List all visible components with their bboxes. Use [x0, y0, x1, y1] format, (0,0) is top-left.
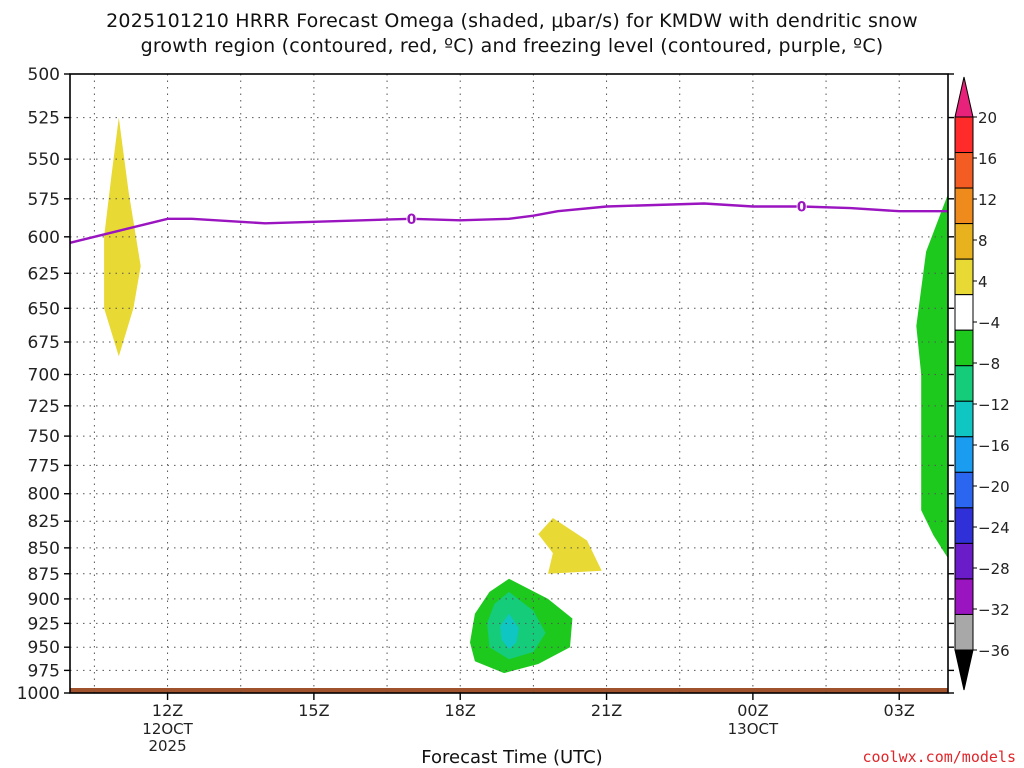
- x-tick-sublabel-12Z-1: 2025: [148, 737, 186, 755]
- plot-frame: [69, 73, 949, 694]
- colorbar-bottom-arrow: [954, 649, 974, 691]
- omega-region-4: [500, 613, 519, 650]
- colorbar-band-2: [954, 187, 974, 225]
- colorbar-label-12: −32: [978, 601, 1010, 619]
- plot-border: [69, 73, 949, 694]
- colorbar-label-3: 8: [978, 232, 988, 250]
- colorbar-band-14: [954, 613, 974, 651]
- colorbar-label-10: −24: [978, 519, 1010, 537]
- colorbar-band-10: [954, 471, 974, 509]
- y-tick-label-625: 625: [28, 264, 60, 284]
- omega-shaded-regions: [70, 117, 948, 693]
- colorbar-top-arrow: [954, 76, 974, 118]
- colorbar-band-0: [954, 116, 974, 154]
- y-tick-label-700: 700: [28, 365, 60, 385]
- y-axis-ticks: 500 525 550 575 600 625 650 675 700 725 750 775 800 8…: [17, 65, 954, 704]
- chart-title-line-2: growth region (contoured, red, ºC) and f…: [140, 35, 884, 57]
- y-tick-label-825: 825: [28, 512, 60, 532]
- y-tick-label-650: 650: [28, 299, 60, 319]
- freezing-level-line: [69, 202, 948, 244]
- colorbar-label-11: −28: [978, 560, 1010, 578]
- credit-text: coolwx.com/models: [862, 748, 1016, 766]
- x-axis-label: Forecast Time (UTC): [421, 747, 603, 768]
- colorbar-band-3: [954, 223, 974, 260]
- colorbar-label-8: −16: [978, 437, 1010, 455]
- y-tick-label-975: 975: [28, 661, 60, 681]
- y-tick-label-750: 750: [28, 427, 60, 447]
- x-tick-label-00Z: 00Z: [737, 701, 768, 720]
- y-tick-label-725: 725: [28, 397, 60, 417]
- colorbar-band-13: [954, 578, 974, 615]
- y-tick-label-950: 950: [28, 638, 60, 658]
- y-tick-label-900: 900: [28, 590, 60, 610]
- x-tick-sublabel-00Z-0: 13OCT: [728, 720, 779, 738]
- colorbar-label-9: −20: [978, 478, 1010, 496]
- colorbar-band-1: [954, 152, 974, 189]
- freezing-label-bg-1: [796, 198, 807, 215]
- colorbar-label-7: −12: [978, 396, 1010, 414]
- colorbar-band-8: [954, 400, 974, 438]
- colorbar-label-4: 4: [978, 273, 988, 291]
- colorbar-band-11: [954, 507, 974, 544]
- x-tick-label-12Z: 12Z: [152, 701, 183, 720]
- colorbar-band-12: [954, 542, 974, 580]
- omega-region-1: [538, 518, 602, 574]
- y-tick-label-525: 525: [28, 109, 60, 129]
- omega-region-5: [916, 194, 948, 559]
- y-tick-label-550: 550: [28, 150, 60, 170]
- x-tick-sublabel-12Z-0: 12OCT: [142, 720, 193, 738]
- x-tick-label-03Z: 03Z: [884, 701, 915, 720]
- colorbar-band-5: [954, 294, 974, 331]
- y-tick-label-675: 675: [28, 333, 60, 353]
- colorbar-band-9: [954, 436, 974, 473]
- y-tick-label-1000: 1000: [17, 684, 60, 704]
- colorbar-label-6: −8: [978, 355, 1000, 373]
- freezing-label-1: 0: [797, 200, 807, 216]
- freezing-level-contour: 00: [69, 198, 948, 244]
- y-tick-label-600: 600: [28, 228, 60, 248]
- chart-title-line-1: 2025101210 HRRR Forecast Omega (shaded, …: [106, 10, 918, 32]
- freezing-label-0: 0: [407, 212, 417, 228]
- x-tick-label-18Z: 18Z: [445, 701, 476, 720]
- x-tick-label-15Z: 15Z: [298, 701, 329, 720]
- y-tick-label-775: 775: [28, 456, 60, 476]
- colorbar: 20 16 12 8 4 −4 −8 −12 −16 −20 −24 −28 −32 −36: [954, 76, 1010, 691]
- freezing-label-bg-0: [406, 210, 417, 227]
- colorbar-band-7: [954, 365, 974, 402]
- colorbar-label-0: 20: [978, 109, 997, 127]
- y-tick-label-850: 850: [28, 539, 60, 559]
- y-tick-label-500: 500: [28, 65, 60, 85]
- y-tick-label-925: 925: [28, 614, 60, 634]
- y-tick-label-575: 575: [28, 190, 60, 210]
- colorbar-label-2: 12: [978, 191, 997, 209]
- colorbar-label-13: −36: [978, 642, 1010, 660]
- colorbar-band-6: [954, 329, 974, 367]
- surface-strip: [70, 688, 948, 693]
- colorbar-label-5: −4: [978, 314, 1000, 332]
- colorbar-label-1: 16: [978, 150, 997, 168]
- x-tick-label-21Z: 21Z: [591, 701, 622, 720]
- y-tick-label-800: 800: [28, 485, 60, 505]
- y-tick-label-875: 875: [28, 565, 60, 585]
- colorbar-band-4: [954, 258, 974, 296]
